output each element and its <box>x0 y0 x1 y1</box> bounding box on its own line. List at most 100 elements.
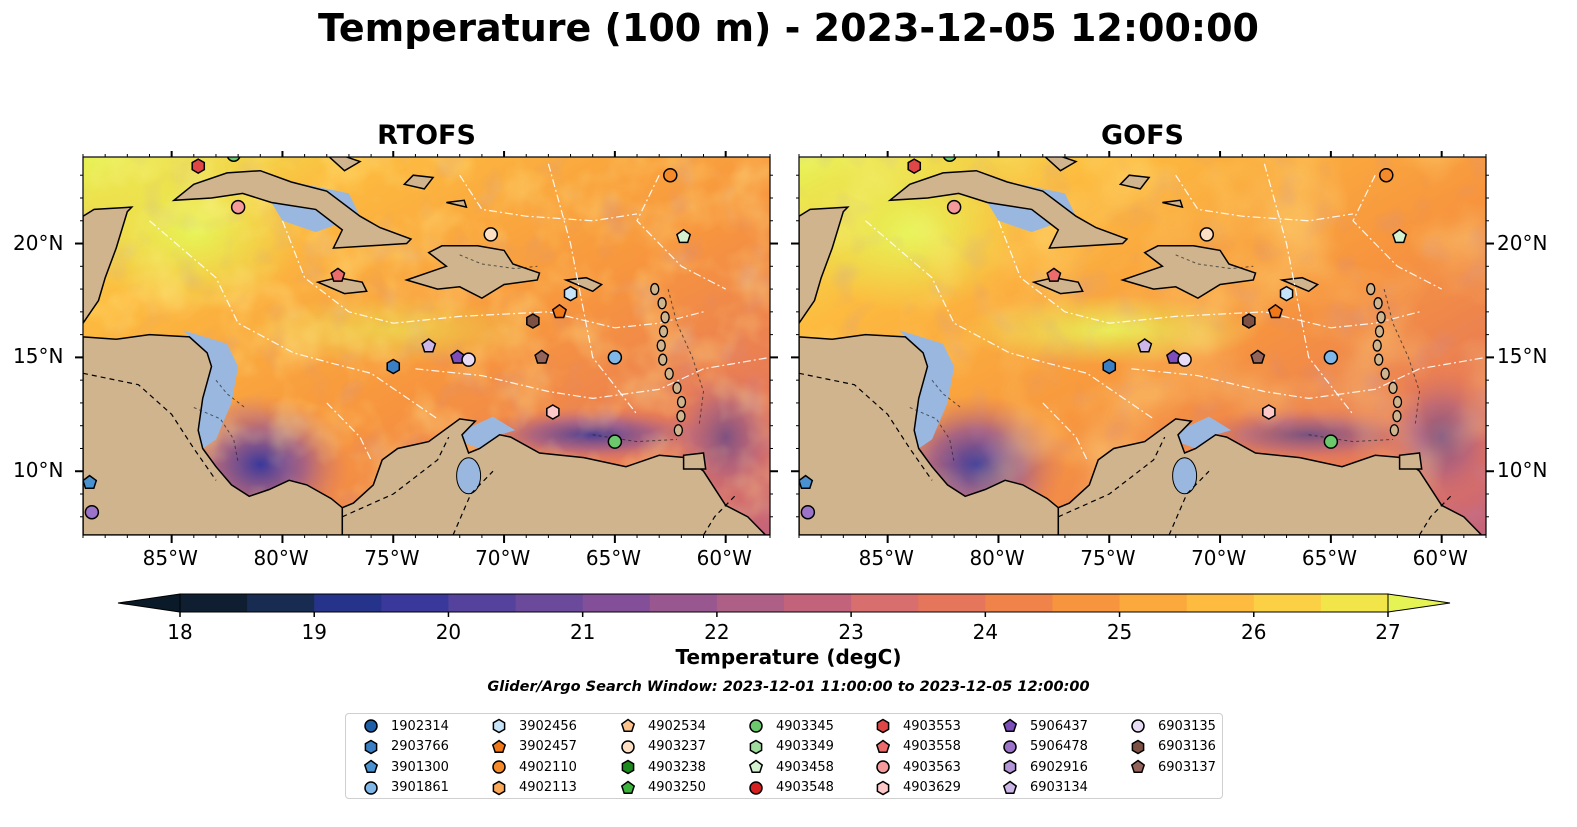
figure-title: Temperature (100 m) - 2023-12-05 12:00:0… <box>317 6 1259 50</box>
eez-boundary <box>149 220 438 420</box>
colorbar-segment <box>381 594 449 612</box>
legend-marker-circle <box>876 760 890 774</box>
legend-symbol <box>1003 759 1017 775</box>
colorbar-segment <box>784 594 852 612</box>
legend-symbol <box>749 780 763 795</box>
land-cuba <box>887 169 1129 249</box>
colorbar-tick-label: 26 <box>1241 620 1266 644</box>
land-south-america <box>1057 418 1486 535</box>
float-marker-4903345 <box>226 157 241 162</box>
float-marker-4903458 <box>676 228 692 244</box>
colorbar-segment <box>1052 594 1121 612</box>
legend-marker-pentagon <box>748 759 764 774</box>
lesser-antilles-island <box>1376 311 1386 324</box>
legend-label: 4903563 <box>903 759 961 775</box>
legend-label: 5906478 <box>1030 739 1088 754</box>
legend-symbol <box>749 719 763 733</box>
legend-item-4903553: 4903553 <box>873 716 961 736</box>
land-bahama-a <box>1044 157 1078 172</box>
country-border <box>799 372 933 481</box>
legend-item-4903548: 4903548 <box>746 778 834 798</box>
land-honduras <box>83 333 344 535</box>
legend-label: 3901300 <box>391 759 449 775</box>
legend-item-3902456: 3902456 <box>489 716 577 736</box>
float-legend: 1902314 2903766 3901300 3901861 3902456 39024… <box>345 713 1223 799</box>
legend-item-4903237: 4903237 <box>618 737 706 757</box>
lesser-antilles-island <box>1366 282 1376 296</box>
float-marker-5906437 <box>450 349 466 364</box>
float-marker-3901861 <box>607 350 623 365</box>
float-marker-4903558 <box>1046 267 1062 282</box>
legend-item-6903135: 6903135 <box>1128 716 1216 736</box>
lesser-antilles-island <box>1388 381 1398 395</box>
lake-maracaibo <box>1172 457 1198 495</box>
lake-maracaibo <box>456 457 482 495</box>
land-bahama-b <box>1118 174 1151 190</box>
float-marker-3901300 <box>799 474 814 490</box>
legend-item-4903349: 4903349 <box>746 737 834 757</box>
float-marker-3902456 <box>1279 285 1294 302</box>
lon-tick-label: 75°W <box>364 546 420 570</box>
lesser-antilles-island <box>658 325 669 338</box>
lesser-antilles-island <box>657 297 667 310</box>
legend-label: 6903136 <box>1158 739 1216 754</box>
float-marker-4903345 <box>607 434 623 449</box>
colorbar-segment <box>918 594 986 612</box>
lat-tick-label: 15°N <box>13 344 64 369</box>
colorbar-tick-label: 21 <box>570 620 595 644</box>
lat-tick-label: 15°N <box>1497 344 1548 369</box>
float-marker-4903345 <box>1323 434 1339 449</box>
legend-marker-circle <box>749 719 763 733</box>
legend-marker-hexagon <box>621 759 635 775</box>
country-border <box>83 372 217 481</box>
lesser-antilles-island <box>1374 353 1384 366</box>
bathymetry-contour <box>931 379 962 408</box>
land-trinidad <box>1398 452 1423 470</box>
legend-marker-hexagon <box>492 718 506 734</box>
lon-tick-label: 65°W <box>585 546 642 570</box>
legend-label: 6903137 <box>1158 759 1216 775</box>
lesser-antilles-island <box>664 367 674 380</box>
land-bahama-c <box>1162 199 1184 209</box>
search-window-text: Glider/Argo Search Window: 2023-12-01 11… <box>487 679 1090 695</box>
legend-label: 4903458 <box>776 759 834 775</box>
eez-boundary <box>865 220 1154 420</box>
colorbar-extend-high <box>1387 593 1451 613</box>
land-puerto-rico <box>1279 276 1320 293</box>
legend-item-6903136: 6903136 <box>1128 737 1216 757</box>
bathymetry-contour <box>215 379 246 408</box>
float-marker-5906437 <box>1166 349 1182 364</box>
float-marker-3902456 <box>563 285 578 302</box>
legend-marker-hexagon <box>364 739 378 754</box>
bathymetry-contour <box>592 434 677 443</box>
legend-item-4903345: 4903345 <box>746 716 834 736</box>
legend-item-4903563: 4903563 <box>873 757 961 777</box>
panel-title-gofs: GOFS <box>1100 120 1184 151</box>
legend-label: 6903134 <box>1030 780 1088 795</box>
legend-symbol <box>876 718 890 734</box>
colorbar-segment <box>716 594 785 612</box>
colorbar-extend-low <box>117 593 181 613</box>
legend-label: 4902113 <box>519 780 577 795</box>
legend-symbol <box>876 760 890 774</box>
legend-label: 6903135 <box>1158 718 1216 734</box>
legend-label: 4903629 <box>903 780 961 795</box>
legend-symbol <box>363 759 379 774</box>
legend-symbol <box>620 780 636 794</box>
legend-marker-circle <box>1131 719 1145 733</box>
colorbar-segment <box>180 594 248 612</box>
country-border <box>1418 493 1454 535</box>
colorbar-tick-label: 27 <box>1375 620 1400 644</box>
float-marker-6903135 <box>461 352 476 367</box>
legend-symbol <box>1130 759 1146 774</box>
lesser-antilles-island <box>676 409 686 423</box>
legend-item-4903250: 4903250 <box>618 778 706 798</box>
lat-tick-label: 20°N <box>13 230 64 255</box>
float-marker-2903766 <box>1102 358 1117 375</box>
bathymetry-contour <box>667 288 705 426</box>
lesser-antilles-island <box>1389 424 1399 437</box>
legend-symbol <box>492 780 506 795</box>
shelf-area <box>1164 416 1232 449</box>
lat-tick-label: 10°N <box>13 458 64 483</box>
eez-boundary <box>326 402 372 461</box>
